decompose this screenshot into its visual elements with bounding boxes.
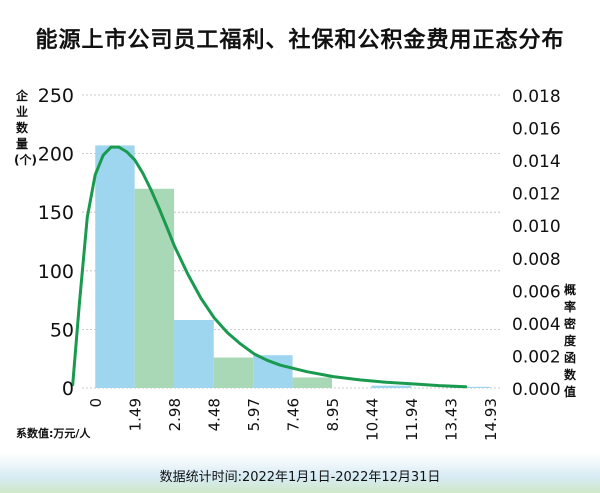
footer-band (0, 452, 600, 493)
footer-note: 数据统计时间:2022年1月1日-2022年12月31日 (159, 470, 441, 485)
x-tick-label: 0 (87, 398, 105, 408)
bar-5 (292, 377, 333, 388)
y-left-tick-label: 200 (38, 144, 74, 166)
y-right-tick-label: 0.018 (512, 87, 561, 107)
bar-7 (450, 386, 491, 388)
bar-1 (134, 188, 175, 388)
x-tick-label: 8.95 (324, 398, 342, 431)
y-right-tick-label: 0.000 (512, 380, 561, 400)
y-right-tick-label: 0.010 (512, 217, 561, 237)
bar-4 (253, 355, 293, 388)
y-left-ticks: 0 50 100 150 200 250 (38, 85, 74, 400)
y-left-tick-label: 50 (50, 319, 74, 341)
y-left-tick-label: 0 (62, 378, 74, 400)
y-right-tick-label: 0.004 (512, 315, 561, 335)
x-tick-label: 5.97 (245, 398, 263, 431)
x-tick-label: 1.49 (127, 398, 145, 431)
x-tick-label: 2.98 (166, 398, 184, 431)
x-tick-label: 13.43 (443, 398, 461, 441)
x-tick-label: 7.46 (285, 398, 303, 431)
y-right-ticks: 0.000 0.002 0.004 0.006 0.008 0.010 0.012 0.014… (512, 87, 561, 400)
x-tick-label: 11.94 (403, 398, 421, 441)
bar-0 (95, 145, 135, 388)
density-curve (71, 145, 468, 389)
y-right-tick-label: 0.016 (512, 120, 561, 140)
x-tick-label: 10.44 (363, 398, 381, 441)
chart-title: 能源上市公司员工福利、社保和公积金费用正态分布 (35, 28, 565, 53)
y-left-tick-label: 250 (38, 85, 74, 107)
x-axis-unit-label: 系数值:万元/人 (16, 427, 91, 440)
y-axis-right-label: 概率密度函数值 (563, 283, 576, 399)
y-right-tick-label: 0.006 (512, 282, 561, 302)
y-right-tick-label: 0.008 (512, 250, 561, 270)
y-right-tick-label: 0.012 (512, 185, 561, 205)
bar-2 (174, 320, 214, 388)
bars (95, 145, 491, 388)
bar-6 (371, 385, 412, 388)
x-tick-label: 14.93 (482, 398, 500, 441)
y-left-tick-label: 100 (38, 261, 74, 283)
y-left-tick-label: 150 (38, 202, 74, 224)
x-tick-label: 4.48 (206, 398, 224, 431)
bar-3 (213, 357, 254, 388)
y-right-tick-label: 0.014 (512, 152, 561, 172)
x-ticks: 0 1.49 2.98 4.48 5.97 7.46 8.95 10.44 11.94 13.43… (87, 398, 500, 441)
density-curve-line (71, 145, 468, 389)
y-right-tick-label: 0.002 (512, 347, 561, 367)
